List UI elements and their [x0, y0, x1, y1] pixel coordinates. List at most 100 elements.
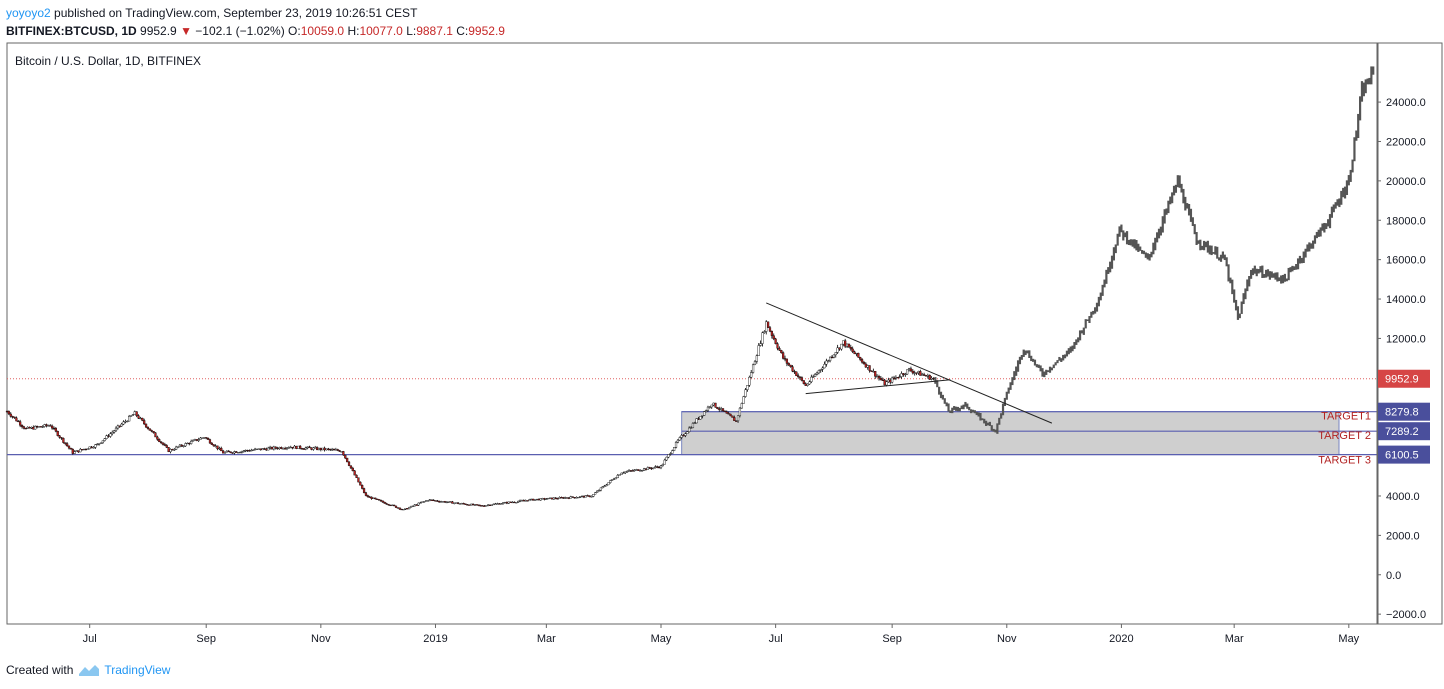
- candle: [69, 447, 72, 450]
- triangle-upper-line[interactable]: [766, 302, 1053, 424]
- candle: [622, 471, 625, 474]
- candle: [721, 408, 725, 412]
- candle: [385, 502, 388, 505]
- candle: [464, 503, 467, 505]
- candle: [150, 429, 153, 433]
- candle: [735, 420, 738, 422]
- candle: [252, 449, 255, 451]
- candle: [64, 442, 67, 446]
- candle: [626, 470, 629, 473]
- candle: [851, 346, 854, 354]
- candle: [840, 343, 843, 351]
- x-tick-label: Mar: [1225, 633, 1244, 645]
- candle: [321, 447, 324, 451]
- x-tick-label: May: [1338, 633, 1359, 645]
- candle: [154, 432, 157, 438]
- candle: [22, 425, 26, 430]
- candle: [641, 469, 644, 472]
- candle: [11, 415, 14, 419]
- candle: [203, 437, 206, 439]
- candle: [165, 444, 168, 449]
- author-link[interactable]: yoyoyo2: [6, 6, 51, 20]
- candle: [849, 344, 852, 351]
- candle: [146, 426, 150, 430]
- candle: [208, 438, 212, 444]
- candle: [180, 444, 183, 448]
- candle: [533, 499, 537, 501]
- candle: [82, 448, 86, 451]
- candle: [441, 501, 445, 503]
- candle: [740, 402, 743, 409]
- candle: [485, 505, 488, 507]
- candle: [45, 423, 48, 428]
- candle: [549, 497, 552, 499]
- candle: [116, 424, 119, 430]
- candle: [238, 451, 242, 454]
- candle: [94, 444, 97, 449]
- candle: [911, 368, 914, 375]
- low-label: L:: [406, 24, 417, 38]
- candle: [729, 413, 732, 417]
- candle: [143, 418, 146, 426]
- candle: [56, 430, 59, 437]
- candle: [900, 371, 903, 379]
- candle: [862, 360, 866, 365]
- candle: [757, 343, 760, 357]
- low-value: 9887.1: [416, 24, 453, 38]
- candle: [103, 437, 106, 442]
- candle: [475, 504, 478, 506]
- candle: [468, 504, 471, 506]
- candle: [58, 435, 61, 439]
- candle: [393, 504, 396, 507]
- candle: [682, 434, 685, 437]
- candle: [733, 415, 736, 421]
- candle: [800, 376, 804, 382]
- candle: [716, 406, 719, 410]
- candle: [409, 505, 413, 508]
- candle: [458, 503, 462, 505]
- candle: [847, 343, 851, 348]
- candle: [346, 457, 349, 463]
- candle: [928, 374, 931, 380]
- close-label: C:: [456, 24, 469, 38]
- candle: [355, 474, 358, 479]
- candle: [426, 500, 430, 502]
- candle: [701, 415, 704, 419]
- target-label: TARGET1: [1321, 411, 1371, 423]
- candle: [160, 441, 163, 445]
- candle: [424, 500, 428, 502]
- price-axis-frame: [1377, 42, 1443, 625]
- candle: [19, 419, 22, 428]
- candle: [490, 504, 493, 506]
- candle: [706, 405, 710, 413]
- candle: [267, 446, 270, 451]
- candle: [443, 500, 446, 503]
- brand-link[interactable]: TradingView: [104, 663, 171, 677]
- candle: [114, 426, 118, 432]
- chart-header: yoyoyo2 published on TradingView.com, Se…: [6, 4, 505, 40]
- svg-text:9952.9: 9952.9: [1385, 374, 1419, 386]
- y-tick-label: 18000.0: [1386, 215, 1426, 227]
- candle: [859, 356, 862, 362]
- candle: [727, 411, 730, 415]
- candle: [763, 330, 766, 334]
- candle: [398, 507, 401, 510]
- candle: [60, 436, 63, 440]
- candle: [611, 479, 614, 481]
- candle: [834, 351, 837, 358]
- candle: [748, 375, 751, 387]
- candle: [896, 377, 899, 379]
- candle: [631, 469, 634, 472]
- candle: [609, 479, 612, 484]
- triangle-lower-line[interactable]: [805, 379, 951, 395]
- candle: [844, 338, 847, 349]
- candle: [34, 425, 37, 430]
- y-tick-label: 2000.0: [1386, 530, 1420, 542]
- candle: [456, 502, 460, 505]
- candle: [607, 482, 610, 486]
- candle: [827, 359, 830, 363]
- candle: [128, 414, 131, 422]
- candle: [242, 450, 245, 453]
- candle: [695, 418, 698, 424]
- price-chart[interactable]: 24000.0 22000.0 20000.0 18000.0 16000.0 14000…: [0, 0, 1444, 660]
